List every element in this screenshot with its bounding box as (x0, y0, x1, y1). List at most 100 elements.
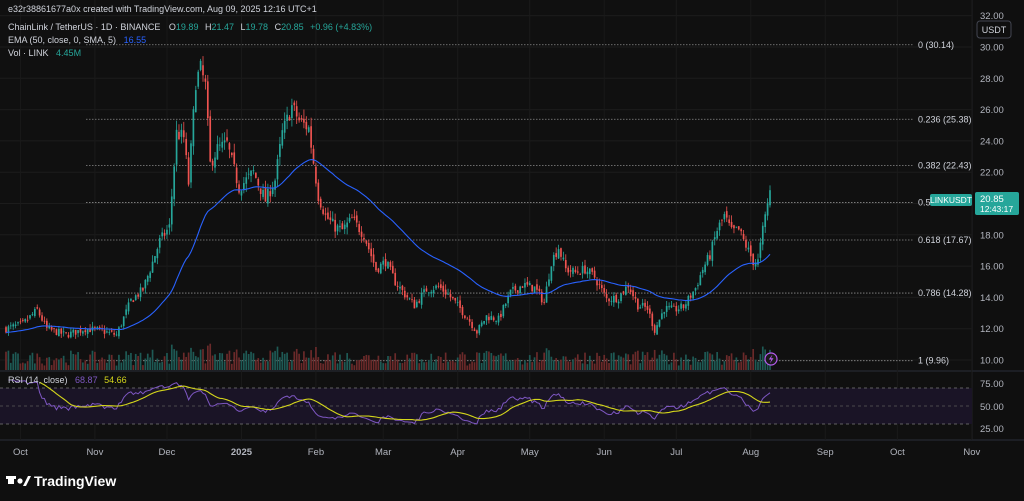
candle-body (250, 170, 252, 176)
candle-body (259, 188, 262, 195)
candle-body (692, 291, 694, 299)
candle-body (257, 178, 260, 186)
candle-body (396, 285, 399, 287)
tradingview-logo-icon[interactable] (6, 476, 31, 486)
volume-bar (327, 354, 329, 370)
time-tick: Aug (742, 447, 759, 458)
candle-body (214, 157, 216, 168)
volume-bar (725, 355, 728, 370)
volume-bar (521, 364, 524, 370)
candle-body (564, 260, 567, 269)
candle-body (622, 291, 625, 294)
candle-body (142, 287, 144, 291)
volume-bar (562, 356, 565, 370)
volume-bar (48, 357, 51, 370)
candle-body (377, 268, 380, 272)
volume-bar (173, 349, 176, 370)
volume-bar (576, 354, 579, 370)
candle-body (483, 320, 485, 324)
volume-bar (158, 362, 161, 370)
currency-button[interactable]: USDT (976, 20, 1012, 39)
volume-bar (406, 354, 409, 370)
volume-bar (194, 356, 197, 370)
candle-body (701, 269, 704, 274)
volume-bar (5, 351, 7, 370)
candle-body (502, 305, 505, 317)
volume-bar (697, 361, 699, 370)
candle-body (199, 60, 202, 70)
volume-bar (603, 354, 606, 370)
candle-body (166, 229, 168, 235)
candle-body (497, 315, 500, 323)
volume-bar (298, 353, 300, 370)
volume-bar (305, 357, 308, 370)
volume-bar (300, 363, 303, 370)
candle-body (454, 298, 457, 301)
volume-bar (627, 354, 630, 370)
volume-bar (514, 359, 517, 370)
candle-body (127, 302, 130, 312)
volume-bar (74, 354, 77, 370)
volume-bar (610, 353, 613, 370)
candle-body (346, 222, 348, 228)
candle-body (649, 308, 651, 314)
candle-body (295, 106, 298, 117)
fib-retracement[interactable]: 0 (30.14) 0.236 (25.38) 0.382 (22.43) 0.5 0.… (86, 40, 972, 366)
candle-body (627, 285, 630, 288)
volume-bar (661, 350, 663, 370)
price-axis[interactable]: 32.0030.0028.0026.0024.0022.0020.0018.00… (980, 11, 1004, 366)
volume-bar (26, 361, 29, 370)
candle-body (528, 283, 531, 286)
vol-legend[interactable]: Vol · LINK 4.45M (8, 48, 81, 58)
volume-bar (574, 357, 577, 370)
candle-body (615, 294, 618, 303)
candle-body (96, 327, 99, 329)
volume-bar (449, 361, 452, 370)
candle-body (704, 264, 706, 273)
rsi-legend[interactable]: RSI (14, close) 68.87 54.66 (8, 375, 127, 385)
candle-body (687, 295, 690, 306)
volume-bar (569, 361, 572, 370)
candle-body (569, 270, 572, 272)
candle-body (5, 327, 7, 333)
candle-body (53, 328, 55, 330)
lightning-event-icon[interactable] (764, 352, 778, 366)
ema-legend[interactable]: EMA (50, close, 0, SMA, 5) 16.55 (8, 35, 146, 45)
candle-body (370, 248, 373, 257)
candle-body (430, 291, 433, 294)
legend-main[interactable]: ChainLink / TetherUS · 1D · BINANCE O19.… (8, 22, 372, 32)
candle-body (737, 226, 740, 230)
volume-bar (401, 363, 404, 370)
candle-body (65, 332, 67, 334)
volume-bar (625, 353, 627, 370)
candles[interactable] (5, 56, 771, 339)
candle-body (617, 301, 620, 304)
candle-body (682, 304, 685, 309)
volume-bar (276, 346, 279, 370)
volume-bar (456, 357, 459, 370)
candle-body (730, 221, 733, 228)
candle-body (312, 148, 315, 164)
volume-bar (29, 355, 31, 370)
time-axis[interactable]: Oct Nov Dec 2025 Feb Mar Apr May Jun Jul Aug Sep Oct… (13, 447, 980, 458)
volume-bar (490, 353, 493, 370)
volume-bar (747, 359, 750, 370)
plot-area[interactable] (0, 0, 972, 440)
volume-bar (440, 357, 442, 370)
volume-bar (485, 350, 488, 370)
volume-bar (283, 353, 286, 370)
candle-body (351, 217, 353, 219)
candle-body (521, 286, 524, 288)
candle-body (43, 320, 46, 322)
volume-bar (36, 353, 39, 370)
volume-bar (21, 362, 24, 370)
rsi-ma-line (39, 381, 771, 421)
volume-bar (67, 365, 70, 370)
candle-body (238, 184, 240, 193)
volume-bar (533, 357, 536, 370)
volume-bar (524, 360, 526, 370)
volume-bar (348, 358, 351, 370)
volume-bar (415, 354, 418, 370)
volume-bar (274, 350, 276, 370)
